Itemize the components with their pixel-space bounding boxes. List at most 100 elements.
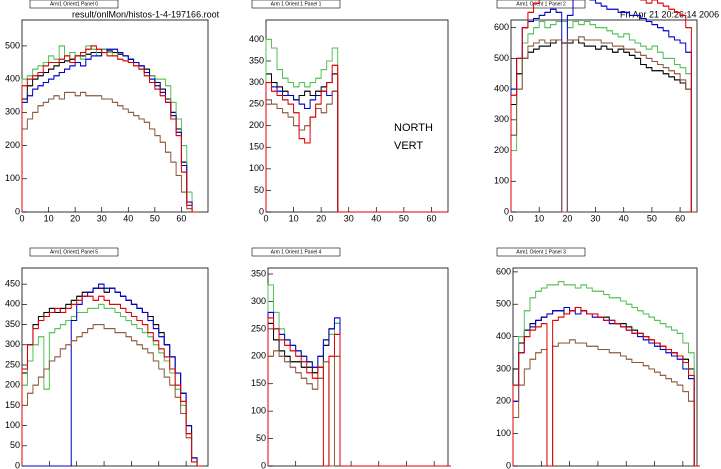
y-tick-label: 500 bbox=[5, 40, 20, 50]
x-tick-label: 40 bbox=[371, 213, 381, 223]
x-tick-label: 0 bbox=[19, 467, 24, 469]
pad-title-box bbox=[29, 247, 119, 257]
x-tick-label: 30 bbox=[344, 213, 354, 223]
pad-title: Arm 1 Orient 1 Panel 1 bbox=[271, 1, 322, 7]
x-tick-label: 40 bbox=[374, 467, 384, 469]
x-tick-label: 60 bbox=[429, 467, 439, 469]
frame bbox=[512, 267, 698, 467]
y-tick-label: 300 bbox=[251, 296, 266, 306]
timestamp: Fri Apr 21 20:26:14 2006 bbox=[620, 9, 719, 19]
y-tick-label: 350 bbox=[251, 268, 266, 278]
y-tick-label: 350 bbox=[249, 55, 264, 65]
y-tick-label: 150 bbox=[251, 378, 266, 388]
y-tick-label: 300 bbox=[5, 107, 20, 117]
pad-title: Arm 1 Orient 1 Panel 4 bbox=[271, 249, 322, 255]
y-tick-label: 400 bbox=[5, 74, 20, 84]
x-tick-label: 60 bbox=[426, 213, 436, 223]
x-tick-label: 10 bbox=[536, 467, 546, 469]
y-tick-label: 600 bbox=[494, 22, 509, 32]
pad-title-box bbox=[496, 0, 586, 9]
y-tick-label: 500 bbox=[496, 299, 511, 309]
x-tick-label: 30 bbox=[591, 213, 601, 223]
x-tick-label: 60 bbox=[678, 467, 688, 469]
x-tick-label: 40 bbox=[621, 467, 631, 469]
y-tick-label: 200 bbox=[251, 351, 266, 361]
x-tick-label: 30 bbox=[97, 213, 107, 223]
pad-title-box bbox=[496, 247, 586, 257]
x-tick-label: 10 bbox=[289, 213, 299, 223]
pad-title: Arm1 Orient 1 Panel 3 bbox=[516, 249, 566, 255]
y-tick-label: 0 bbox=[15, 460, 20, 469]
y-tick-label: 200 bbox=[5, 140, 20, 150]
x-tick-label: 20 bbox=[70, 213, 80, 223]
y-tick-label: 500 bbox=[494, 53, 509, 63]
y-tick-label: 100 bbox=[494, 176, 509, 186]
x-tick-label: 0 bbox=[265, 467, 270, 469]
x-tick-label: 50 bbox=[650, 467, 660, 469]
x-tick-label: 60 bbox=[675, 213, 685, 223]
x-tick-label: 50 bbox=[399, 213, 409, 223]
annotation: NORTH bbox=[394, 122, 433, 134]
y-tick-label: 50 bbox=[256, 433, 266, 443]
y-tick-label: 100 bbox=[5, 420, 20, 430]
y-tick-label: 400 bbox=[494, 83, 509, 93]
y-tick-label: 200 bbox=[496, 396, 511, 406]
y-tick-label: 400 bbox=[249, 34, 264, 44]
y-tick-label: 250 bbox=[5, 359, 20, 369]
pad-title-box bbox=[251, 0, 341, 9]
y-tick-label: 300 bbox=[249, 77, 264, 87]
annotation: VERT bbox=[394, 140, 423, 152]
y-tick-label: 100 bbox=[251, 406, 266, 416]
y-tick-label: 150 bbox=[249, 142, 264, 152]
y-tick-label: 200 bbox=[494, 145, 509, 155]
x-tick-label: 20 bbox=[72, 467, 82, 469]
y-tick-label: 600 bbox=[496, 266, 511, 276]
y-tick-label: 100 bbox=[5, 173, 20, 183]
y-tick-label: 0 bbox=[506, 460, 511, 469]
x-tick-label: 30 bbox=[99, 467, 109, 469]
y-tick-label: 150 bbox=[5, 400, 20, 410]
pad-title: Arm1 Orient1 Panel 5 bbox=[50, 249, 98, 255]
x-tick-label: 10 bbox=[291, 467, 301, 469]
frame bbox=[21, 267, 209, 467]
pad-title-box bbox=[251, 247, 341, 257]
y-tick-label: 300 bbox=[494, 114, 509, 124]
x-tick-label: 20 bbox=[565, 467, 575, 469]
y-tick-label: 0 bbox=[261, 460, 266, 469]
x-tick-label: 10 bbox=[534, 213, 544, 223]
y-tick-label: 300 bbox=[496, 363, 511, 373]
y-tick-label: 100 bbox=[249, 163, 264, 173]
y-tick-label: 50 bbox=[254, 185, 264, 195]
y-tick-label: 400 bbox=[496, 331, 511, 341]
y-tick-label: 250 bbox=[249, 99, 264, 109]
x-tick-label: 10 bbox=[44, 467, 54, 469]
x-tick-label: 10 bbox=[44, 213, 54, 223]
x-tick-label: 50 bbox=[150, 213, 160, 223]
y-tick-label: 250 bbox=[251, 323, 266, 333]
pad-title: Arm1 Orient1 Panel 0 bbox=[50, 1, 98, 7]
x-tick-label: 50 bbox=[647, 213, 657, 223]
y-tick-label: 0 bbox=[504, 206, 509, 216]
y-tick-label: 300 bbox=[5, 339, 20, 349]
x-tick-label: 0 bbox=[510, 467, 515, 469]
y-tick-label: 400 bbox=[5, 299, 20, 309]
y-tick-label: 200 bbox=[249, 120, 264, 130]
pad-title-box bbox=[29, 0, 119, 9]
pad-title: Arm1 Orient 1 Panel 2 bbox=[516, 1, 566, 7]
y-tick-label: 50 bbox=[10, 440, 20, 450]
y-tick-label: 450 bbox=[5, 279, 20, 289]
y-tick-label: 100 bbox=[496, 428, 511, 438]
file-name: result/onlMon/histos-1-4-197166.root bbox=[72, 9, 220, 19]
x-tick-label: 20 bbox=[562, 213, 572, 223]
x-tick-label: 0 bbox=[263, 213, 268, 223]
x-tick-label: 0 bbox=[508, 213, 513, 223]
y-tick-label: 0 bbox=[259, 206, 264, 216]
y-tick-label: 0 bbox=[15, 206, 20, 216]
x-tick-label: 20 bbox=[318, 467, 328, 469]
y-tick-label: 200 bbox=[5, 380, 20, 390]
x-tick-label: 40 bbox=[123, 213, 133, 223]
x-tick-label: 40 bbox=[619, 213, 629, 223]
x-tick-label: 40 bbox=[126, 467, 136, 469]
y-tick-label: 350 bbox=[5, 319, 20, 329]
